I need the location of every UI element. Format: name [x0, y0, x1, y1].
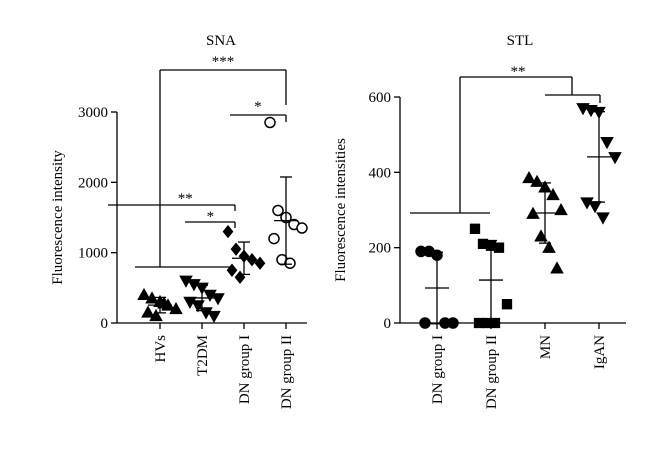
significance-label: *	[254, 99, 262, 115]
data-point	[191, 300, 205, 313]
data-point	[211, 293, 225, 306]
data-point	[546, 187, 560, 201]
x-tick-label: IgAN	[592, 335, 608, 369]
y-tick-label: 400	[369, 165, 392, 181]
data-point	[534, 229, 548, 242]
y-tick-label: 0	[384, 316, 392, 332]
x-tick-label: DN group II	[484, 335, 500, 409]
data-point	[588, 201, 602, 214]
data-point	[254, 256, 266, 270]
data-point	[596, 212, 610, 225]
significance-label: *	[207, 209, 215, 225]
significance-label: **	[511, 64, 526, 80]
data-point	[447, 317, 459, 329]
data-point	[169, 301, 183, 315]
y-axis-label: Fluorescence intensity	[50, 150, 66, 285]
data-point	[268, 232, 280, 245]
data-point	[226, 263, 238, 277]
data-point	[501, 299, 513, 310]
data-point	[608, 152, 622, 165]
data-point	[550, 261, 564, 274]
data-point	[264, 116, 276, 129]
x-tick-label: DN group II	[279, 335, 295, 409]
y-tick-label: 600	[369, 90, 392, 106]
data-point	[272, 204, 284, 217]
data-point	[600, 137, 614, 150]
data-point	[207, 310, 221, 324]
y-tick-label: 2000	[78, 175, 108, 191]
data-point	[530, 174, 544, 187]
x-tick-label: DN group I	[237, 335, 253, 404]
x-tick-label: MN	[538, 335, 554, 359]
data-point	[141, 305, 155, 318]
data-point	[230, 242, 242, 256]
significance-label: ***	[212, 54, 235, 70]
data-point	[296, 222, 308, 234]
y-tick-label: 200	[369, 241, 392, 257]
chart-title: STL	[507, 33, 534, 49]
chart-title: SNA	[206, 33, 236, 49]
y-tick-label: 0	[101, 316, 109, 332]
significance-label: **	[178, 191, 193, 207]
data-point	[149, 308, 163, 322]
data-point	[234, 270, 246, 284]
y-tick-label: 1000	[78, 246, 108, 262]
data-point	[522, 170, 536, 184]
data-point	[493, 242, 505, 253]
y-tick-label: 3000	[78, 105, 108, 121]
data-point	[554, 202, 568, 216]
data-point	[284, 257, 296, 269]
significance-lines	[108, 69, 601, 268]
data-point	[419, 317, 431, 329]
data-point	[137, 287, 151, 301]
data-point	[489, 317, 501, 329]
data-point	[469, 223, 481, 234]
x-tick-label: HVs	[153, 335, 169, 363]
y-axis-label: Fluorescence intensities	[333, 138, 349, 282]
data-point	[542, 240, 556, 253]
x-tick-label: T2DM	[195, 335, 211, 376]
x-tick-label: DN group I	[430, 335, 446, 404]
data-point	[222, 224, 234, 239]
